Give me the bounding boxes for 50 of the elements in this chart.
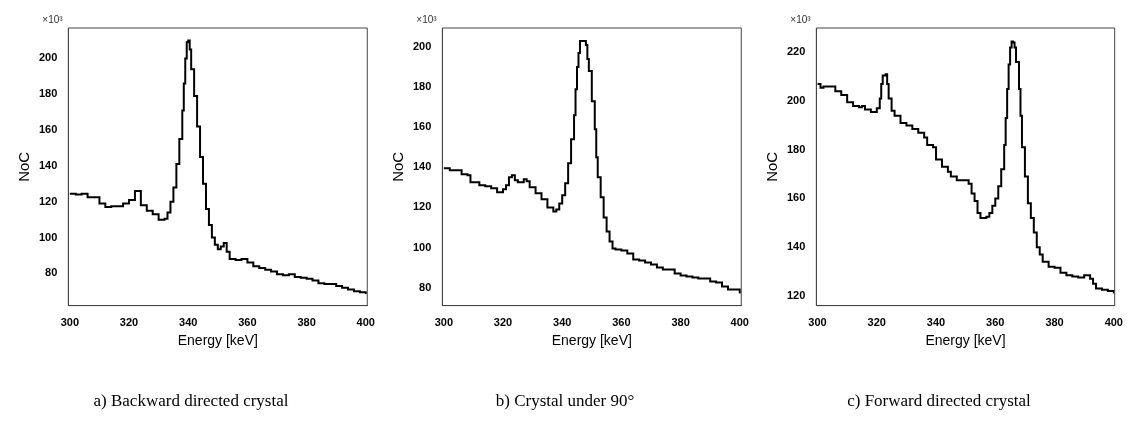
x-tick-label: 400 <box>730 316 749 329</box>
text: a) Backward directed crystal <box>93 391 289 411</box>
y-tick-label: 140 <box>786 240 806 253</box>
y-tick-label: 80 <box>45 266 58 279</box>
x-tick-label: 320 <box>493 316 513 329</box>
x-tick-label: 340 <box>179 316 198 329</box>
y-tick-label: 200 <box>412 40 432 53</box>
y-tick-label: 180 <box>38 87 58 100</box>
x-tick-label: 320 <box>119 316 139 329</box>
y-tick-label: 220 <box>786 45 806 58</box>
y-tick-label: 140 <box>412 160 432 173</box>
y-tick-label: 100 <box>412 240 432 253</box>
y-axis-title: NoC <box>15 151 33 182</box>
text: ×10³ <box>790 13 812 25</box>
y-tick-label: 160 <box>412 120 432 133</box>
x-tick-label: 360 <box>238 316 257 329</box>
x-axis-title: Energy [keV] <box>551 332 632 349</box>
x-tick-label: 380 <box>297 316 316 329</box>
x-tick-label: 380 <box>1045 316 1064 329</box>
x-tick-label: 320 <box>867 316 886 329</box>
text: c) Forward directed crystal <box>847 391 1032 411</box>
x-tick-label: 400 <box>1104 316 1123 329</box>
text: b) Crystal under 90° <box>495 391 635 411</box>
y-tick-label: 160 <box>786 191 806 204</box>
text: ×10³ <box>42 13 64 25</box>
y-tick-label: 200 <box>786 94 806 107</box>
y-tick-label: 100 <box>38 230 58 243</box>
text: ×10³ <box>416 13 438 25</box>
y-tick-label: 140 <box>38 158 58 171</box>
y-tick-label: 120 <box>38 194 58 207</box>
x-tick-label: 340 <box>926 316 946 329</box>
y-tick-label: 200 <box>38 51 58 64</box>
y-tick-label: 120 <box>786 288 806 301</box>
x-tick-label: 300 <box>60 316 80 329</box>
y-tick-label: 160 <box>38 123 58 136</box>
x-axis-title: Energy [keV] <box>925 332 1006 349</box>
y-tick-label: 180 <box>786 142 806 155</box>
x-tick-label: 360 <box>612 316 631 329</box>
x-tick-label: 300 <box>808 316 827 329</box>
x-tick-label: 400 <box>356 316 375 329</box>
y-tick-label: 120 <box>412 200 432 213</box>
y-tick-label: 180 <box>412 80 432 93</box>
y-tick-label: 80 <box>419 280 432 293</box>
x-axis-title: Energy [keV] <box>177 332 258 349</box>
y-axis-title: NoC <box>389 151 407 182</box>
x-tick-label: 380 <box>671 316 690 329</box>
y-axis-title: NoC <box>763 151 781 182</box>
x-tick-label: 300 <box>434 316 454 329</box>
x-tick-label: 360 <box>986 316 1005 329</box>
x-tick-label: 340 <box>553 316 572 329</box>
